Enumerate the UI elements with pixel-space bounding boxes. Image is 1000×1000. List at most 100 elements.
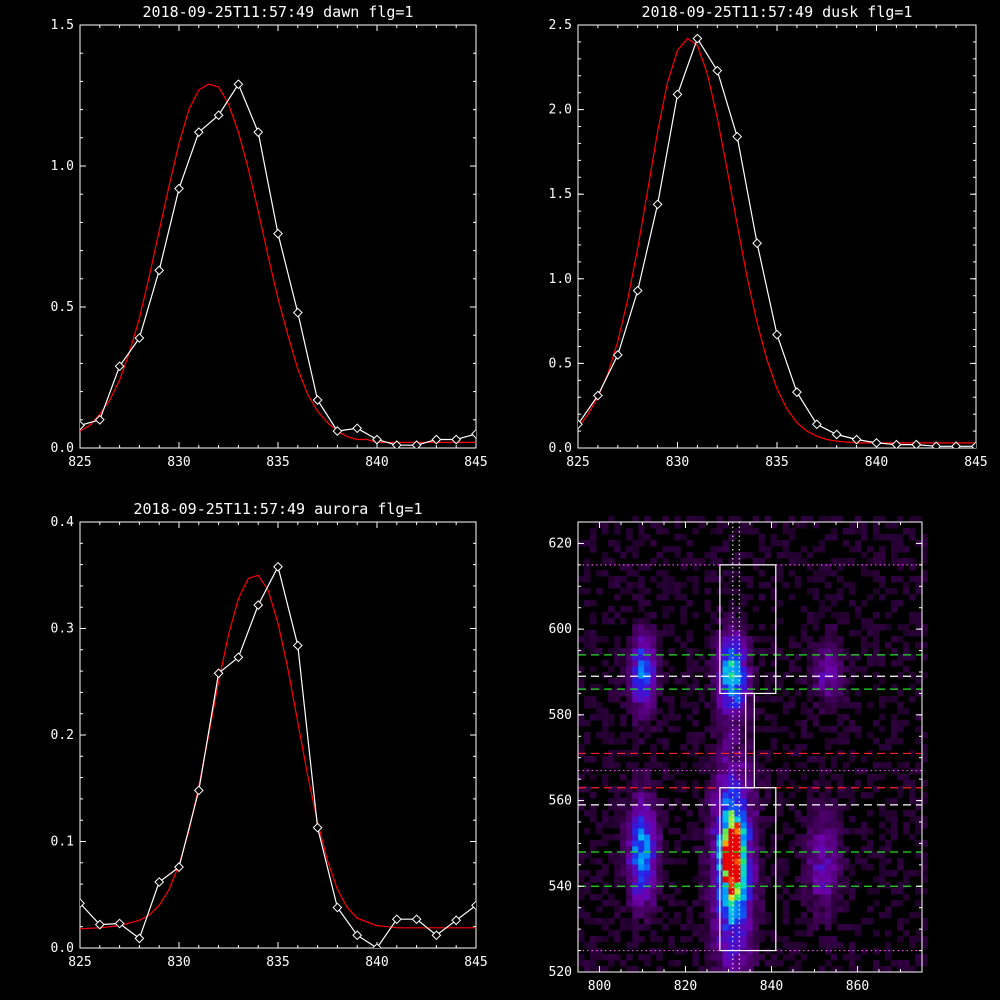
heatmap-cell bbox=[788, 552, 796, 559]
heatmap-cell bbox=[632, 798, 639, 805]
heatmap-cell bbox=[770, 816, 778, 823]
heatmap-cell bbox=[860, 618, 868, 625]
heatmap-cell bbox=[650, 678, 657, 685]
heatmap-cell bbox=[812, 834, 820, 841]
heatmap-cell bbox=[620, 786, 627, 793]
heatmap-cell bbox=[680, 804, 687, 811]
heatmap-cell bbox=[824, 912, 832, 919]
heatmap-cell bbox=[584, 630, 591, 637]
heatmap-cell bbox=[794, 894, 802, 901]
heatmap-cell bbox=[752, 822, 760, 829]
heatmap-cell bbox=[842, 702, 850, 709]
heatmap-cell bbox=[668, 546, 675, 553]
heatmap-cell bbox=[734, 774, 741, 781]
heatmap-cell bbox=[836, 636, 844, 643]
heatmap-cell bbox=[842, 906, 850, 913]
heatmap-cell bbox=[668, 960, 675, 967]
heatmap-cell bbox=[722, 876, 729, 883]
heatmap-cell bbox=[830, 942, 838, 949]
heatmap-cell bbox=[596, 870, 603, 877]
heatmap-cell bbox=[764, 822, 772, 829]
data-point bbox=[471, 428, 476, 439]
heatmap-cell bbox=[734, 720, 741, 727]
heatmap-cell bbox=[584, 558, 591, 565]
heatmap-cell bbox=[824, 702, 832, 709]
heatmap-cell bbox=[728, 630, 735, 637]
heatmap-cell bbox=[632, 720, 639, 727]
heatmap-cell bbox=[854, 690, 862, 697]
heatmap-cell bbox=[806, 816, 814, 823]
heatmap-cell bbox=[590, 528, 597, 535]
heatmap-cell bbox=[842, 924, 850, 931]
heatmap-cell bbox=[891, 660, 898, 667]
heatmap-cell bbox=[824, 738, 832, 745]
heatmap-cell bbox=[812, 642, 820, 649]
heatmap-cell bbox=[638, 738, 645, 745]
heatmap-cell bbox=[860, 822, 868, 829]
heatmap-cell bbox=[578, 798, 585, 805]
heatmap-cell bbox=[824, 864, 832, 871]
heatmap-cell bbox=[788, 516, 796, 523]
heatmap-cell bbox=[722, 948, 729, 955]
heatmap-cell bbox=[608, 918, 615, 925]
heatmap-cell bbox=[909, 780, 916, 787]
heatmap-cell bbox=[830, 516, 838, 523]
heatmap-cell bbox=[818, 858, 826, 865]
heatmap-cell bbox=[854, 522, 862, 529]
heatmap-cell bbox=[740, 750, 747, 757]
heatmap-cell bbox=[614, 792, 621, 799]
heatmap-cell bbox=[879, 882, 886, 889]
heatmap-cell bbox=[620, 864, 627, 871]
heatmap-cell bbox=[734, 792, 741, 799]
heatmap-cell bbox=[758, 636, 766, 643]
heatmap-cell bbox=[909, 564, 916, 571]
heatmap-cell bbox=[710, 828, 717, 835]
heatmap-cell bbox=[818, 918, 826, 925]
heatmap-cell bbox=[842, 876, 850, 883]
heatmap-cell bbox=[602, 528, 609, 535]
heatmap-cell bbox=[836, 714, 844, 721]
data-point bbox=[213, 668, 224, 679]
heatmap-cell bbox=[860, 642, 868, 649]
heatmap-cell bbox=[722, 834, 729, 841]
heatmap-cell bbox=[867, 642, 874, 649]
heatmap-cell bbox=[734, 786, 741, 793]
heatmap-cell bbox=[728, 906, 735, 913]
heatmap-cell bbox=[873, 528, 880, 535]
heatmap-cell bbox=[800, 882, 808, 889]
heatmap-cell bbox=[764, 768, 772, 775]
heatmap-cell bbox=[921, 570, 928, 577]
heatmap-cell bbox=[746, 726, 754, 733]
heatmap-cell bbox=[608, 858, 615, 865]
heatmap-cell bbox=[686, 810, 693, 817]
heatmap-cell bbox=[698, 804, 705, 811]
heatmap-cell bbox=[830, 852, 838, 859]
heatmap-cell bbox=[903, 762, 910, 769]
heatmap-cell bbox=[656, 684, 663, 691]
heatmap-cell bbox=[614, 636, 621, 643]
heatmap-cell bbox=[656, 798, 663, 805]
heatmap-cell bbox=[836, 846, 844, 853]
x-tick-label: 840 bbox=[365, 455, 388, 470]
heatmap-cell bbox=[662, 612, 669, 619]
heatmap-cell bbox=[710, 894, 717, 901]
heatmap-cell bbox=[752, 906, 760, 913]
heatmap-cell bbox=[812, 894, 820, 901]
heatmap-cell bbox=[734, 660, 741, 667]
heatmap-cell bbox=[848, 888, 856, 895]
heatmap-cell bbox=[734, 630, 741, 637]
heatmap-cell bbox=[770, 540, 778, 547]
heatmap-cell bbox=[602, 924, 609, 931]
heatmap-cell bbox=[734, 666, 741, 673]
heatmap-cell bbox=[662, 546, 669, 553]
heatmap-cell bbox=[668, 858, 675, 865]
heatmap-cell bbox=[830, 738, 838, 745]
y-tick-label: 1.0 bbox=[549, 272, 572, 287]
heatmap-cell bbox=[776, 684, 784, 691]
plot-area bbox=[80, 561, 476, 948]
heatmap-cell bbox=[776, 552, 784, 559]
heatmap-cell bbox=[578, 852, 585, 859]
heatmap-cell bbox=[915, 738, 922, 745]
heatmap-cell bbox=[578, 954, 585, 961]
heatmap-cell bbox=[596, 906, 603, 913]
